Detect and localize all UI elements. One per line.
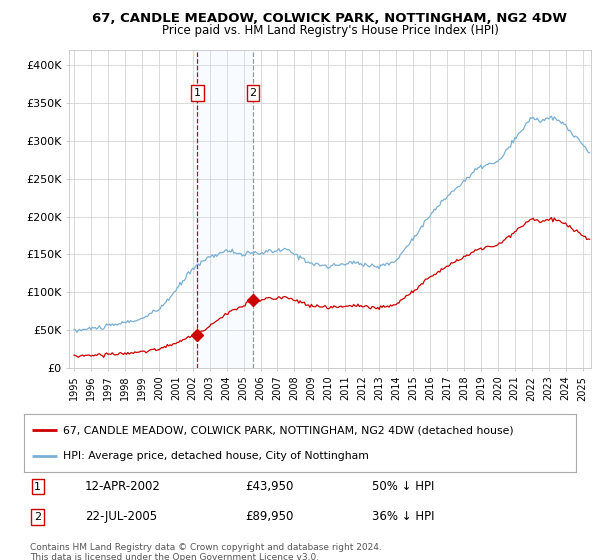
Text: HPI: Average price, detached house, City of Nottingham: HPI: Average price, detached house, City… [62, 451, 368, 461]
Text: 50% ↓ HPI: 50% ↓ HPI [372, 480, 434, 493]
Text: 1: 1 [194, 88, 201, 98]
Bar [197, 50, 253, 368]
Text: 67, CANDLE MEADOW, COLWICK PARK, NOTTINGHAM, NG2 4DW (detached house): 67, CANDLE MEADOW, COLWICK PARK, NOTTING… [62, 425, 513, 435]
Text: 22-JUL-2005: 22-JUL-2005 [85, 510, 157, 523]
Text: 1: 1 [34, 482, 41, 492]
Text: £43,950: £43,950 [245, 480, 293, 493]
Text: £89,950: £89,950 [245, 510, 293, 523]
Text: Price paid vs. HM Land Registry's House Price Index (HPI): Price paid vs. HM Land Registry's House … [161, 24, 499, 36]
Text: 67, CANDLE MEADOW, COLWICK PARK, NOTTINGHAM, NG2 4DW: 67, CANDLE MEADOW, COLWICK PARK, NOTTING… [92, 12, 568, 25]
Text: 36% ↓ HPI: 36% ↓ HPI [372, 510, 434, 523]
Text: 2: 2 [34, 512, 41, 522]
Text: 12-APR-2002: 12-APR-2002 [85, 480, 161, 493]
Text: Contains HM Land Registry data © Crown copyright and database right 2024.
This d: Contains HM Land Registry data © Crown c… [30, 543, 382, 560]
Text: 2: 2 [250, 88, 256, 98]
